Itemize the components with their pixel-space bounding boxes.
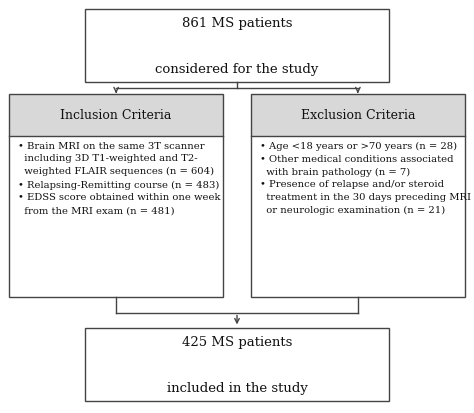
Text: Inclusion Criteria: Inclusion Criteria [61, 109, 172, 122]
Text: 861 MS patients

considered for the study: 861 MS patients considered for the study [155, 17, 319, 76]
Text: Exclusion Criteria: Exclusion Criteria [301, 109, 415, 122]
FancyBboxPatch shape [9, 95, 223, 136]
Text: • Brain MRI on the same 3T scanner
  including 3D T1-weighted and T2-
  weighted: • Brain MRI on the same 3T scanner inclu… [18, 141, 220, 215]
Text: • Age <18 years or >70 years (n = 28)
• Other medical conditions associated
  wi: • Age <18 years or >70 years (n = 28) • … [260, 141, 471, 215]
FancyBboxPatch shape [251, 95, 465, 136]
FancyBboxPatch shape [9, 136, 223, 297]
FancyBboxPatch shape [85, 328, 389, 401]
FancyBboxPatch shape [85, 10, 389, 83]
FancyBboxPatch shape [251, 136, 465, 297]
Text: 425 MS patients

included in the study: 425 MS patients included in the study [166, 335, 308, 394]
